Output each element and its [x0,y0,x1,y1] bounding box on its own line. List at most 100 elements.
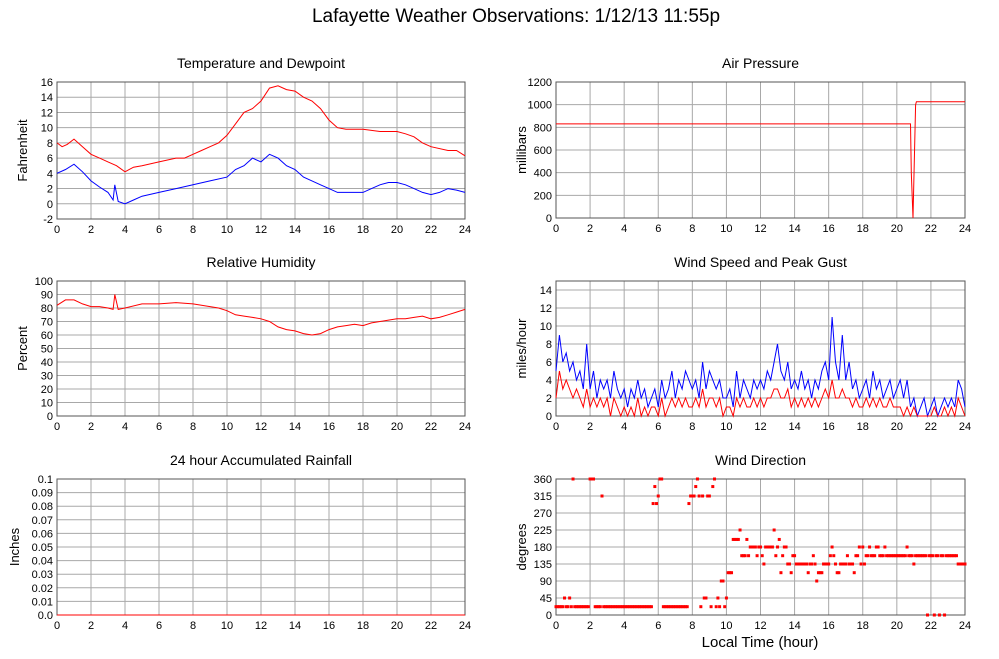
y-tick-label: 12 [41,107,53,119]
y-tick-label: 0.09 [32,488,53,500]
data-point [790,571,793,574]
y-tick-label: 270 [534,508,552,520]
y-axis-label: miles/hour [514,318,529,379]
data-point [570,605,573,608]
x-tick-label: 10 [221,421,233,433]
chart-temp: Temperature and Dewpoint0 2 4 6 8 10 12 14 16 18 2… [15,55,471,236]
x-tick-label: 2 [88,421,94,433]
x-tick-label: 14 [788,421,800,433]
data-point [906,546,909,549]
x-tick-label: 16 [323,224,335,236]
data-point [754,546,757,549]
y-tick-label: 4 [47,168,53,180]
data-point [866,554,869,557]
y-tick-label: 90 [540,576,552,588]
chart-pressure: Air Pressure0 2 4 6 8 10 12 14 16 18 20 22 240200400… [514,55,971,235]
chart-wind: Wind Speed and Peak Gust0 2 4 6 8 10 12 14 16 18 2… [514,254,971,433]
data-point [572,478,575,481]
data-point [693,495,696,498]
x-tick-label: 12 [754,223,766,235]
x-tick-label: 14 [788,223,800,235]
x-tick-label: 6 [156,421,162,433]
y-tick-label: 800 [534,122,552,134]
x-tick-label: 2 [587,421,593,433]
y-tick-label: 8 [47,138,53,150]
data-point [660,478,663,481]
data-point [587,605,590,608]
x-tick-label: 0 [54,620,60,632]
y-tick-label: 0.03 [32,569,53,581]
data-point [805,563,808,566]
data-point [829,554,832,557]
data-point [853,571,856,574]
data-point [601,495,604,498]
y-tick-label: 30 [41,371,53,383]
x-tick-label: 4 [122,421,128,433]
y-tick-label: 600 [534,145,552,157]
x-tick-label: 24 [459,620,471,632]
chart-title: Relative Humidity [207,254,316,270]
x-tick-label: 20 [391,421,403,433]
chart-title: Temperature and Dewpoint [177,55,345,71]
y-axis-label: Fahrenheit [15,119,30,182]
data-point [699,605,702,608]
data-point [814,563,817,566]
x-tick-label: 0 [54,421,60,433]
x-tick-label: 12 [754,421,766,433]
data-point [812,554,815,557]
data-point [943,614,946,617]
x-tick-label: 10 [720,620,732,632]
x-tick-label: 20 [391,224,403,236]
x-tick-label: 16 [823,223,835,235]
x-tick-label: 24 [959,421,971,433]
y-tick-label: 0.02 [32,583,53,595]
y-tick-label: 1000 [528,100,552,112]
x-tick-label: 8 [689,620,695,632]
x-tick-label: 10 [720,223,732,235]
data-point [807,571,810,574]
data-point [599,605,602,608]
y-tick-label: 360 [534,474,552,486]
y-tick-label: 315 [534,491,552,503]
x-tick-label: 6 [156,620,162,632]
x-tick-label: 22 [925,620,937,632]
y-tick-label: 4 [546,375,552,387]
x-tick-label: 24 [959,620,971,632]
x-tick-label: 2 [88,620,94,632]
data-point [938,614,941,617]
data-point [936,554,939,557]
chart-title: Wind Direction [715,452,806,468]
data-point [834,563,837,566]
y-tick-label: 200 [534,190,552,202]
x-tick-label: 22 [925,223,937,235]
data-point [863,563,866,566]
data-point [831,546,834,549]
x-tick-label: 16 [823,620,835,632]
data-point [861,546,864,549]
data-point [904,554,907,557]
data-point [815,580,818,583]
data-point [561,605,564,608]
chart-title: 24 hour Accumulated Rainfall [170,452,352,468]
x-tick-label: 24 [459,224,471,236]
data-point [650,605,653,608]
data-point [856,554,859,557]
x-tick-label: 20 [891,421,903,433]
y-axis-label: Percent [15,326,30,371]
data-point [722,580,725,583]
y-tick-label: 1200 [528,77,552,89]
data-point [687,502,690,505]
y-tick-label: 45 [540,593,552,605]
y-tick-label: 12 [540,303,552,315]
x-tick-label: 12 [255,421,267,433]
y-axis-label: Inches [7,527,22,566]
x-tick-label: 8 [689,421,695,433]
data-point [773,529,776,532]
data-point [698,495,701,498]
data-point [568,597,571,600]
x-tick-label: 6 [655,421,661,433]
data-point [793,554,796,557]
x-tick-label: 0 [553,620,559,632]
x-tick-label: 10 [221,620,233,632]
